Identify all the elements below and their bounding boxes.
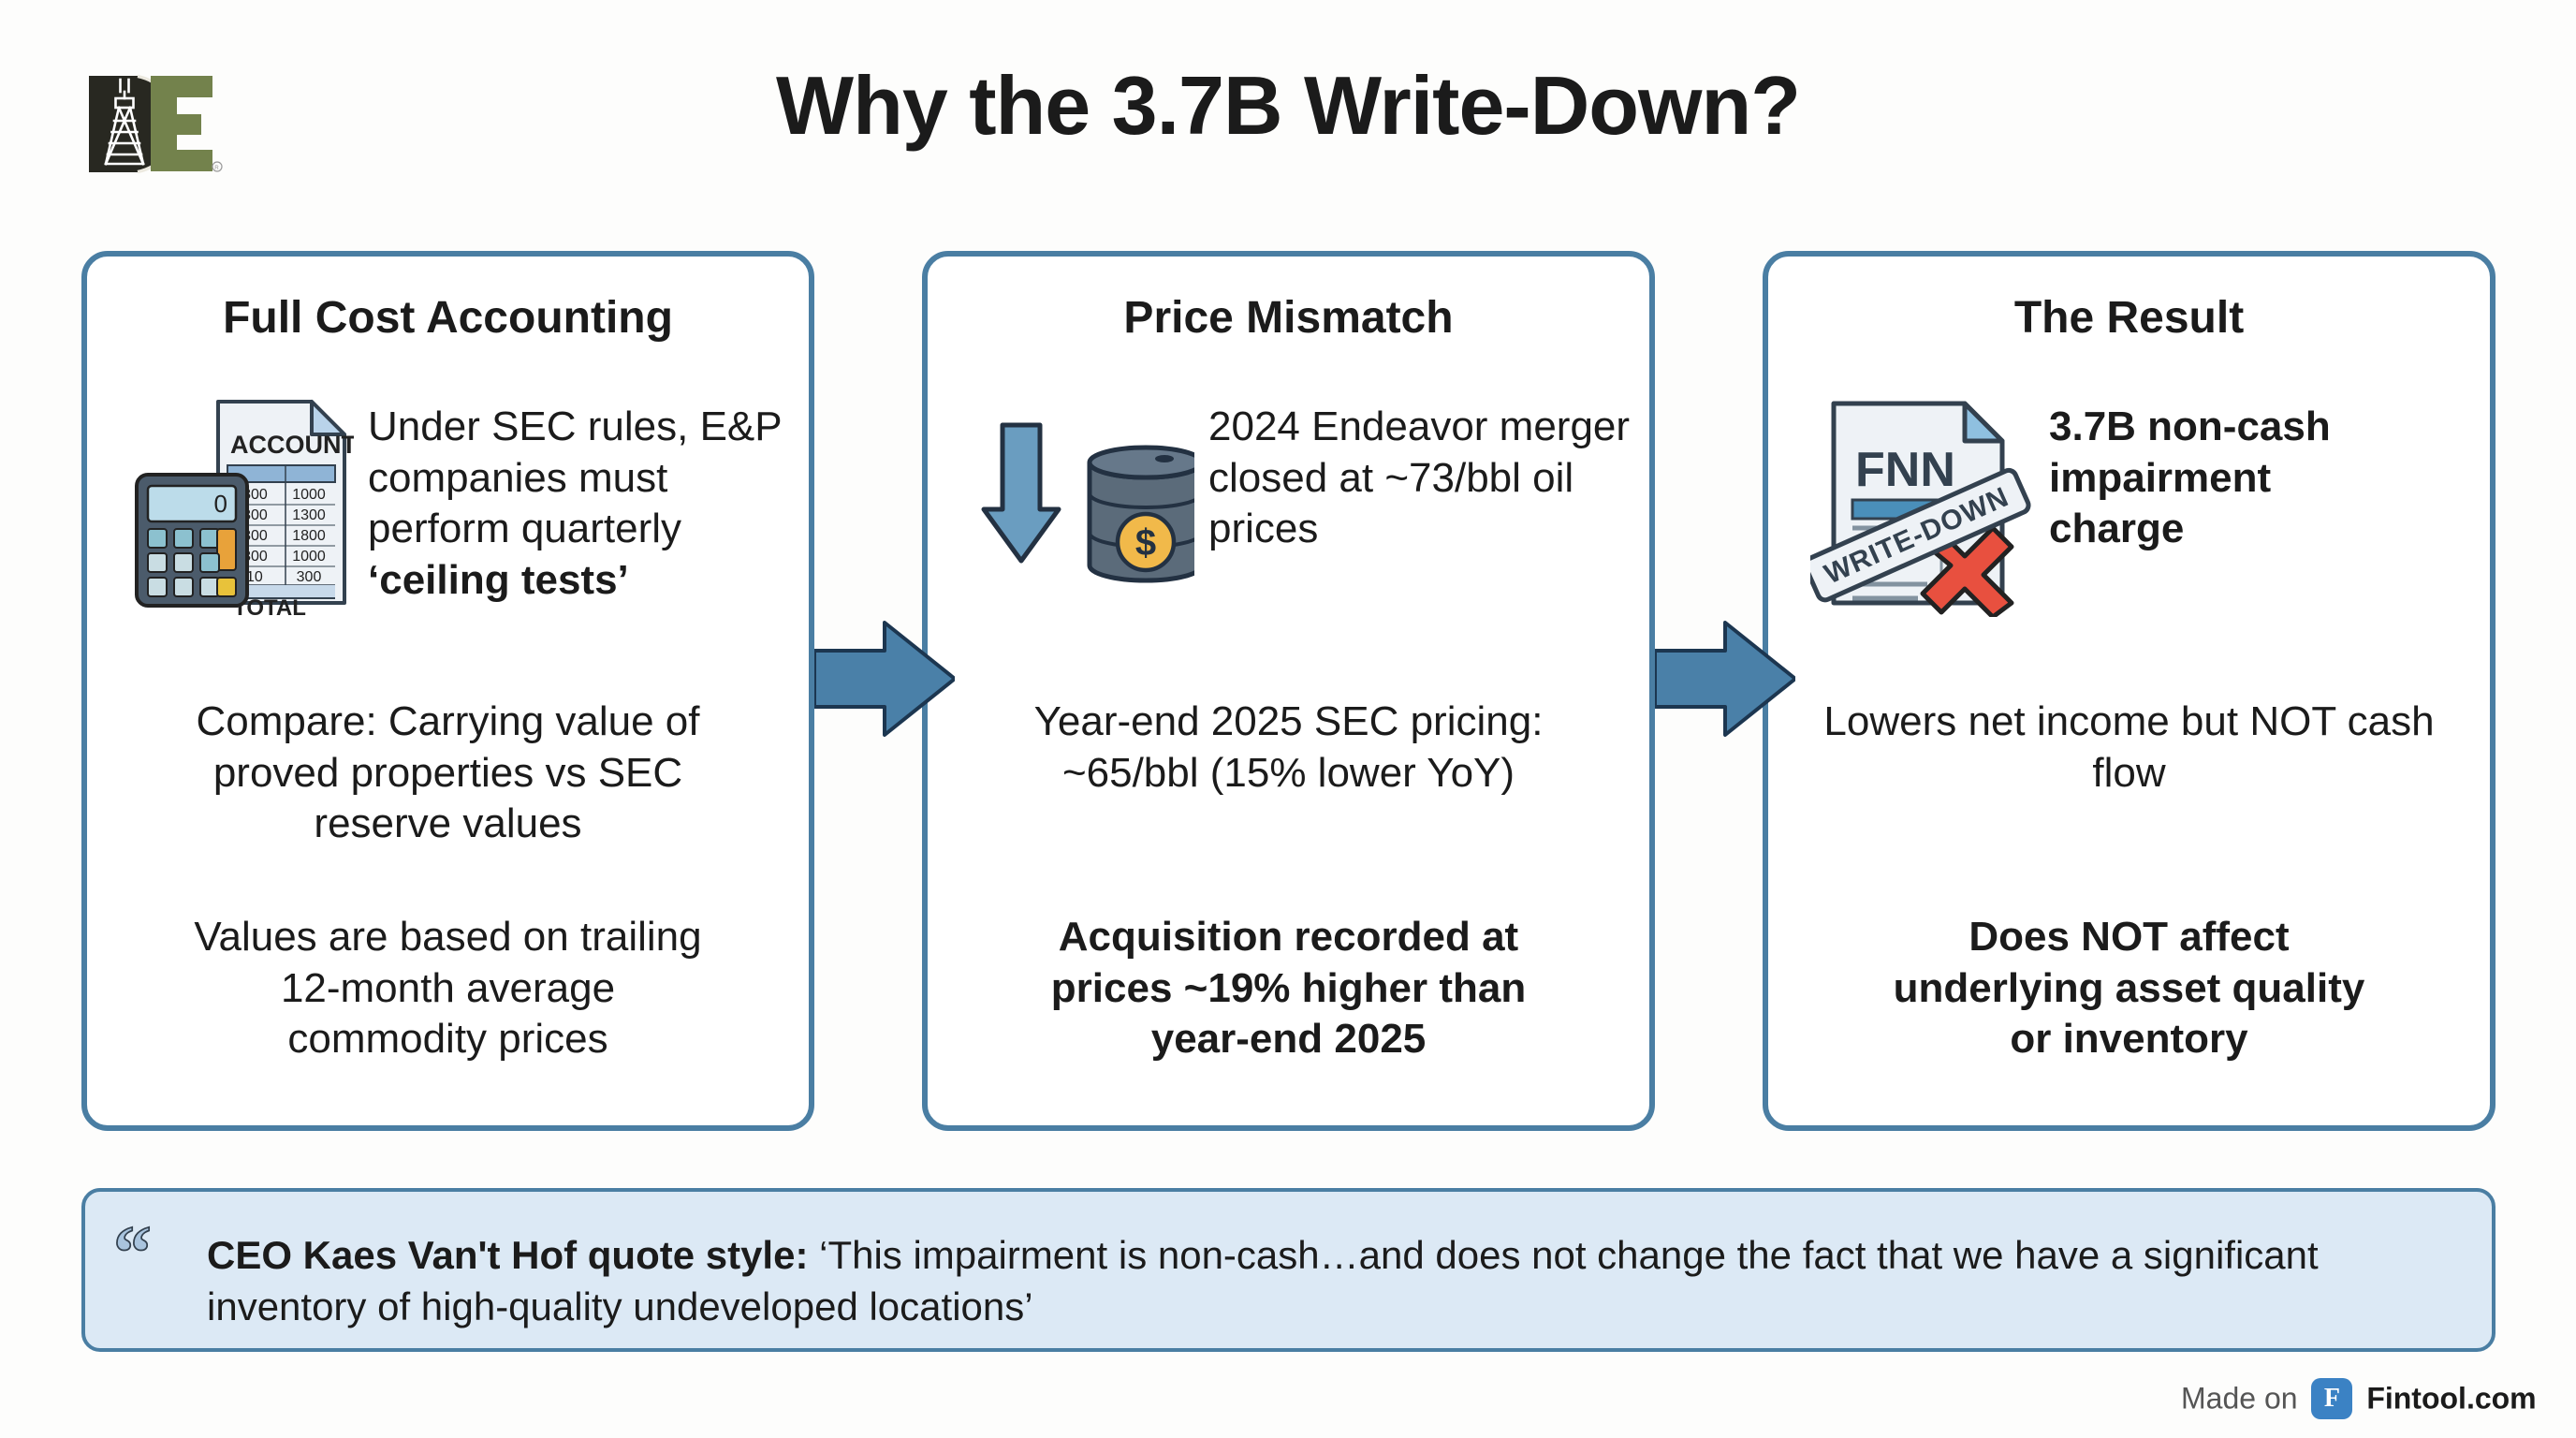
svg-text:1000: 1000: [292, 487, 326, 503]
svg-text:1000: 1000: [292, 549, 326, 565]
svg-text:FNN: FNN: [1855, 443, 1955, 497]
svg-text:ACCOUNT: ACCOUNT: [230, 431, 354, 459]
svg-text:300: 300: [297, 569, 322, 585]
svg-text:“: “: [113, 1225, 152, 1291]
svg-text:1300: 1300: [292, 507, 326, 523]
svg-text:1800: 1800: [292, 528, 326, 544]
svg-text:0: 0: [214, 490, 227, 518]
svg-text:R: R: [214, 165, 219, 171]
svg-text:$: $: [1135, 522, 1156, 564]
